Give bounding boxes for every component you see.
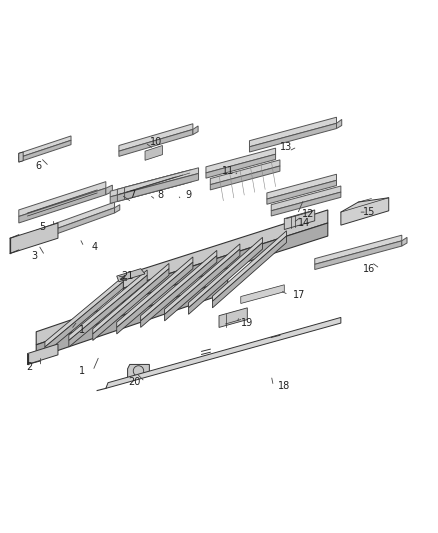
Polygon shape xyxy=(124,173,198,199)
Polygon shape xyxy=(110,172,184,197)
Polygon shape xyxy=(106,185,113,195)
Polygon shape xyxy=(45,282,123,353)
Polygon shape xyxy=(206,148,276,173)
Text: 7: 7 xyxy=(129,190,135,200)
Text: 16: 16 xyxy=(363,264,375,273)
Polygon shape xyxy=(267,180,336,204)
Polygon shape xyxy=(19,182,106,216)
Polygon shape xyxy=(267,174,336,199)
Text: 15: 15 xyxy=(363,207,375,217)
Polygon shape xyxy=(36,202,115,236)
Polygon shape xyxy=(110,177,184,204)
Polygon shape xyxy=(210,160,280,184)
Polygon shape xyxy=(36,279,228,358)
Polygon shape xyxy=(106,318,341,389)
Polygon shape xyxy=(117,175,191,201)
Polygon shape xyxy=(10,223,58,254)
Polygon shape xyxy=(19,136,71,158)
Text: 19: 19 xyxy=(241,318,254,328)
Text: 4: 4 xyxy=(92,242,98,252)
Polygon shape xyxy=(19,188,106,223)
Text: 18: 18 xyxy=(278,381,290,391)
Polygon shape xyxy=(36,208,115,241)
Polygon shape xyxy=(315,235,402,264)
Polygon shape xyxy=(127,365,149,379)
Polygon shape xyxy=(123,210,328,288)
Polygon shape xyxy=(117,169,191,195)
Polygon shape xyxy=(93,263,169,334)
Polygon shape xyxy=(117,269,145,282)
Polygon shape xyxy=(271,186,341,211)
Polygon shape xyxy=(69,270,147,341)
Polygon shape xyxy=(271,192,341,216)
Polygon shape xyxy=(206,154,276,178)
Polygon shape xyxy=(165,249,240,321)
Polygon shape xyxy=(36,266,228,345)
Polygon shape xyxy=(212,236,286,308)
Text: 13: 13 xyxy=(280,142,293,152)
Polygon shape xyxy=(212,231,286,301)
Polygon shape xyxy=(188,237,262,308)
Text: 10: 10 xyxy=(150,138,162,148)
Polygon shape xyxy=(19,140,71,162)
Polygon shape xyxy=(241,285,284,303)
Text: 14: 14 xyxy=(298,218,310,228)
Text: 2: 2 xyxy=(27,361,33,372)
Text: 1: 1 xyxy=(79,325,85,335)
Polygon shape xyxy=(45,277,123,347)
Polygon shape xyxy=(210,166,280,190)
Polygon shape xyxy=(119,130,193,156)
Text: 12: 12 xyxy=(302,209,314,219)
Polygon shape xyxy=(123,223,328,301)
Polygon shape xyxy=(141,251,217,321)
Polygon shape xyxy=(315,241,402,270)
Polygon shape xyxy=(250,123,336,152)
Polygon shape xyxy=(219,308,247,327)
Text: 8: 8 xyxy=(157,190,163,200)
Polygon shape xyxy=(124,168,198,193)
Polygon shape xyxy=(28,344,58,365)
Polygon shape xyxy=(93,269,169,341)
Polygon shape xyxy=(69,275,147,347)
Text: 1: 1 xyxy=(79,366,85,376)
Polygon shape xyxy=(193,126,198,135)
Polygon shape xyxy=(117,262,193,334)
Polygon shape xyxy=(115,205,120,213)
Polygon shape xyxy=(341,198,389,225)
Text: 5: 5 xyxy=(39,222,46,232)
Text: 17: 17 xyxy=(293,290,306,300)
Text: 20: 20 xyxy=(128,377,140,387)
Polygon shape xyxy=(284,210,315,230)
Polygon shape xyxy=(145,146,162,160)
Polygon shape xyxy=(19,152,23,162)
Polygon shape xyxy=(250,117,336,147)
Polygon shape xyxy=(188,243,262,314)
Text: 11: 11 xyxy=(222,166,234,176)
Text: 3: 3 xyxy=(31,251,37,261)
Polygon shape xyxy=(402,237,407,246)
Polygon shape xyxy=(336,119,342,128)
Text: 6: 6 xyxy=(35,161,42,172)
Polygon shape xyxy=(119,124,193,151)
Text: 21: 21 xyxy=(121,271,134,281)
Polygon shape xyxy=(141,256,217,327)
Polygon shape xyxy=(165,244,240,314)
Polygon shape xyxy=(117,257,193,327)
Text: 9: 9 xyxy=(185,190,191,200)
